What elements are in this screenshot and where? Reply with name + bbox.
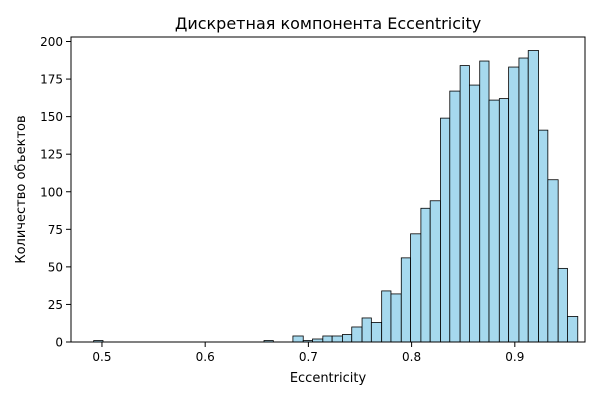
y-tick-label-3: 75 [48, 223, 63, 237]
histogram-bar-18 [449, 90, 461, 343]
histogram-bar-27 [538, 129, 549, 343]
histogram-bar-6 [331, 335, 343, 343]
histogram-bar-8 [351, 326, 363, 343]
histogram-bar-25 [518, 57, 529, 343]
y-tick-label-5: 125 [40, 148, 63, 162]
x-tick-label-4: 0.9 [505, 350, 524, 364]
x-tick-label-2: 0.7 [299, 350, 318, 364]
y-tick-label-6: 150 [40, 110, 63, 124]
histogram-bar-29 [557, 267, 568, 343]
histogram-bar-9 [361, 317, 372, 343]
histogram-bar-22 [488, 99, 500, 343]
histogram-bar-30 [567, 316, 579, 343]
histogram-bar-15 [420, 207, 431, 343]
y-axis-label: Количество объектов [14, 115, 29, 263]
y-axis-ticks: 0 25 50 75 100 125 150 175 200 [40, 35, 71, 350]
histogram-bar-2 [292, 335, 304, 343]
y-tick-label-7: 175 [40, 73, 63, 87]
y-tick-label-0: 0 [55, 336, 63, 350]
histogram-bar-5 [322, 335, 333, 343]
histogram-bar-16 [429, 200, 441, 343]
x-tick-label-0: 0.5 [92, 350, 111, 364]
x-tick-label-1: 0.6 [196, 350, 215, 364]
plot-frame [70, 36, 586, 343]
histogram-bar-7 [342, 334, 353, 343]
histogram-bar-13 [400, 257, 411, 343]
histogram-bar-12 [390, 293, 402, 343]
y-tick-label-2: 50 [48, 260, 63, 274]
x-tick-label-3: 0.8 [402, 350, 421, 364]
y-tick-label-1: 25 [48, 298, 63, 312]
chart-title: Дискретная компонента Eccentricity [175, 14, 481, 33]
x-axis-ticks: 0.5 0.6 0.7 0.8 0.9 [92, 342, 524, 364]
histogram-bar-14 [410, 233, 422, 343]
histogram-bar-10 [370, 322, 383, 343]
histogram-bar-21 [479, 60, 490, 343]
histogram-bar-11 [381, 290, 392, 343]
y-tick-label-8: 200 [40, 35, 63, 49]
histogram-bar-20 [468, 84, 481, 343]
y-tick-label-4: 100 [40, 185, 63, 199]
histogram-bars [93, 50, 579, 343]
histogram-bar-17 [440, 117, 451, 343]
histogram-bar-23 [498, 98, 510, 343]
plot-area: 0.5 0.6 0.7 0.8 0.9 0 25 50 75 100 125 150 175 200 [40, 35, 586, 364]
histogram-bar-28 [547, 179, 559, 343]
histogram-bar-24 [508, 66, 520, 343]
histogram-bar-26 [527, 50, 539, 343]
x-axis-label: Eccentricity [290, 371, 367, 386]
histogram-bar-19 [459, 65, 470, 343]
